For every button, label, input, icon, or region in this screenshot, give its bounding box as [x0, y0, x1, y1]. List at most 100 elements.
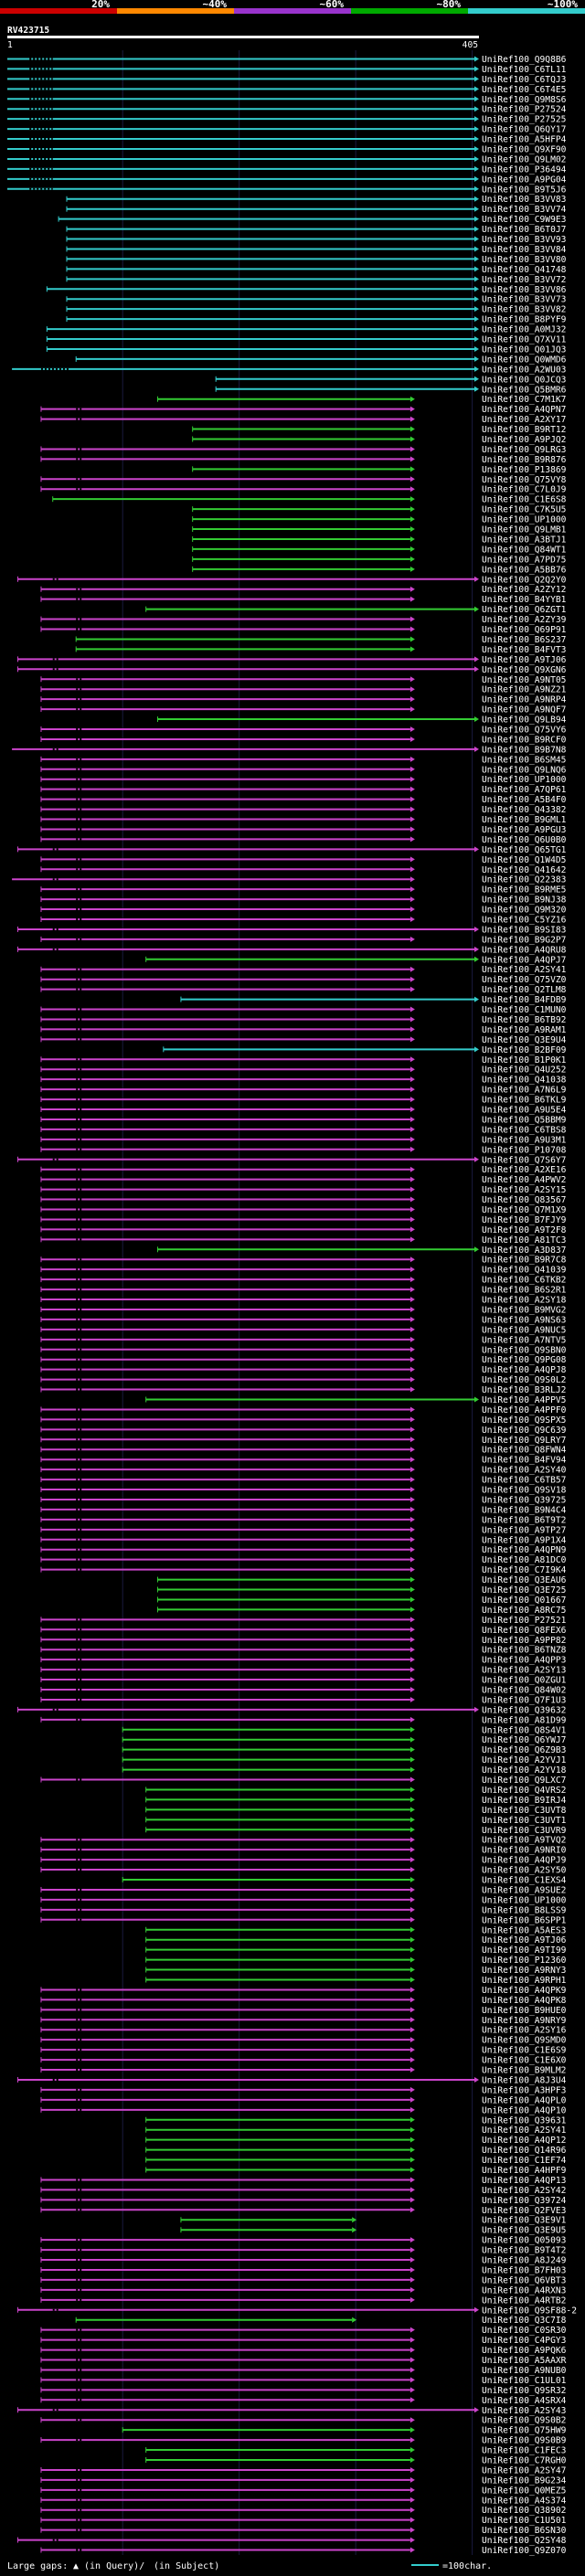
hit-row[interactable]: UniRef100_B9NJ38 [40, 896, 567, 906]
hit-label[interactable]: UniRef100_Q5BMR6 [482, 385, 567, 395]
hit-label[interactable]: UniRef100_A9RNY3 [482, 1966, 567, 1976]
hit-row[interactable]: UniRef100_C0SR30 [40, 2326, 567, 2336]
hit-label[interactable]: UniRef100_Q39725 [482, 1495, 566, 1505]
hit-row[interactable]: UniRef100_Q9M320 [40, 906, 567, 916]
hit-label[interactable]: UniRef100_Q75VZ0 [482, 975, 567, 985]
hit-label[interactable]: UniRef100_C6TBS8 [482, 1125, 567, 1135]
hit-row[interactable]: UniRef100_A4QPP3 [40, 1656, 567, 1666]
hit-row[interactable]: UniRef100_Q6VBT3 [40, 2275, 567, 2285]
hit-label[interactable]: UniRef100_A2SY47 [482, 2465, 567, 2475]
hit-row[interactable]: UniRef100_Q9XGN6 [16, 665, 567, 675]
hit-label[interactable]: UniRef100_B9N4C4 [482, 1505, 567, 1515]
hit-row[interactable]: UniRef100_Q9SMD0 [40, 2036, 567, 2046]
hit-label[interactable]: UniRef100_A0MJ32 [482, 325, 566, 335]
hit-row[interactable]: UniRef100_A9NRP4 [40, 695, 567, 705]
hit-label[interactable]: UniRef100_A2YV18 [482, 1765, 567, 1776]
hit-row[interactable]: UniRef100_A2SY47 [40, 2465, 567, 2475]
hit-label[interactable]: UniRef100_Q2TLM8 [482, 985, 567, 995]
hit-label[interactable]: UniRef100_B3VV80 [482, 255, 567, 265]
hit-label[interactable]: UniRef100_Q9S0B9 [482, 2436, 567, 2446]
hit-row[interactable]: UniRef100_A2YVJ1 [122, 1755, 567, 1765]
hit-label[interactable]: UniRef100_Q65TG1 [482, 845, 567, 855]
hit-label[interactable]: UniRef100_B9B7N8 [482, 745, 567, 755]
hit-label[interactable]: UniRef100_A5B4F0 [482, 795, 567, 805]
hit-row[interactable]: UniRef100_A9NS63 [40, 1315, 567, 1325]
hit-row[interactable]: UniRef100_B9MVG2 [40, 1305, 566, 1315]
hit-row[interactable]: UniRef100_P27524 [7, 105, 567, 115]
hit-row[interactable]: UniRef100_A9TI99 [145, 1945, 567, 1956]
hit-row[interactable]: UniRef100_A4QPJ8 [40, 1365, 567, 1375]
hit-row[interactable]: UniRef100_A7QP61 [40, 785, 567, 795]
hit-row[interactable]: UniRef100_A9NZ21 [40, 685, 567, 695]
hit-row[interactable]: UniRef100_Q6ZGT1 [145, 605, 567, 615]
hit-label[interactable]: UniRef100_A2SY41 [482, 965, 567, 975]
hit-label[interactable]: UniRef100_Q3E9U4 [482, 1035, 567, 1045]
hit-row[interactable]: UniRef100_Q7S6Y7 [16, 1155, 567, 1165]
hit-label[interactable]: UniRef100_Q2FVE3 [482, 2206, 567, 2216]
hit-label[interactable]: UniRef100_Q22383 [482, 875, 567, 885]
hit-label[interactable]: UniRef100_A9NS63 [482, 1315, 567, 1325]
hit-label[interactable]: UniRef100_A9TP27 [482, 1525, 567, 1535]
hit-row[interactable]: UniRef100_B9R7C8 [40, 1256, 567, 1266]
hit-row[interactable]: UniRef100_A2SY18 [40, 1296, 567, 1306]
hit-row[interactable]: UniRef100_A2SY16 [40, 2026, 567, 2036]
hit-label[interactable]: UniRef100_Q9M8S6 [482, 95, 567, 105]
hit-label[interactable]: UniRef100_B6T9T2 [482, 1515, 566, 1525]
hit-label[interactable]: UniRef100_A4RXN3 [482, 2285, 567, 2295]
hit-label[interactable]: UniRef100_C6TQJ3 [482, 75, 567, 85]
hit-label[interactable]: UniRef100_B4FV94 [482, 1456, 567, 1466]
hit-row[interactable]: UniRef100_B6S237 [75, 635, 567, 645]
hit-row[interactable]: UniRef100_B9MLM2 [40, 2066, 566, 2076]
hit-row[interactable]: UniRef100_Q9LNQ6 [40, 765, 567, 775]
hit-row[interactable]: UniRef100_A9TP27 [40, 1525, 567, 1535]
hit-row[interactable]: UniRef100_P36494 [7, 164, 567, 175]
hit-label[interactable]: UniRef100_A4QPJ8 [482, 1365, 567, 1375]
hit-label[interactable]: UniRef100_Q83567 [482, 1195, 567, 1205]
hit-row[interactable]: UniRef100_A9NT05 [40, 675, 566, 685]
hit-row[interactable]: UniRef100_A9NRY9 [40, 2016, 567, 2026]
hit-row[interactable]: UniRef100_Q8S4V1 [122, 1725, 567, 1735]
hit-row[interactable]: UniRef100_Q3E9U4 [40, 1035, 567, 1045]
hit-label[interactable]: UniRef100_C0SR30 [482, 2326, 567, 2336]
hit-label[interactable]: UniRef100_B9MLM2 [482, 2066, 566, 2076]
hit-label[interactable]: UniRef100_Q01JQ3 [482, 345, 567, 355]
hit-row[interactable]: UniRef100_Q9C639 [40, 1426, 567, 1436]
hit-label[interactable]: UniRef100_B4YYB1 [482, 595, 567, 605]
hit-row[interactable]: UniRef100_C1E6X0 [40, 2056, 567, 2066]
hit-row[interactable]: UniRef100_Q3E9V1 [180, 2216, 567, 2226]
hit-label[interactable]: UniRef100_A9NZ21 [482, 685, 567, 695]
hit-label[interactable]: UniRef100_A4RTB2 [482, 2295, 566, 2306]
hit-row[interactable]: UniRef100_Q9S0B2 [40, 2416, 566, 2426]
hit-row[interactable]: UniRef100_Q2FVE3 [40, 2206, 567, 2216]
hit-row[interactable]: UniRef100_P13869 [192, 465, 567, 475]
hit-label[interactable]: UniRef100_Q9PG08 [482, 1355, 567, 1365]
hit-label[interactable]: UniRef100_Q6YWJ7 [482, 1735, 567, 1745]
hit-label[interactable]: UniRef100_B3VV74 [482, 205, 567, 215]
hit-label[interactable]: UniRef100_A9NQF7 [482, 705, 567, 716]
hit-row[interactable]: UniRef100_A4QPL0 [40, 2095, 567, 2105]
hit-label[interactable]: UniRef100_B9HUE0 [482, 2006, 567, 2016]
hit-label[interactable]: UniRef100_A2SY50 [482, 1866, 567, 1876]
hit-label[interactable]: UniRef100_Q9SV18 [482, 1486, 567, 1496]
hit-label[interactable]: UniRef100_B3RLJ2 [482, 1385, 566, 1395]
hit-row[interactable]: UniRef100_B9RME5 [40, 885, 566, 896]
hit-label[interactable]: UniRef100_B6S2R1 [482, 1286, 567, 1296]
hit-label[interactable]: UniRef100_B9G234 [482, 2475, 567, 2486]
hit-row[interactable]: UniRef100_Q39724 [40, 2196, 567, 2206]
hit-label[interactable]: UniRef100_A2SY15 [482, 1185, 566, 1195]
hit-row[interactable]: UniRef100_A9PQK6 [40, 2346, 567, 2356]
hit-row[interactable]: UniRef100_Q39632 [16, 1705, 566, 1715]
hit-label[interactable]: UniRef100_A5BB76 [482, 565, 567, 575]
hit-label[interactable]: UniRef100_C7M1K7 [482, 395, 567, 405]
hit-label[interactable]: UniRef100_B6TNZ8 [482, 1646, 567, 1656]
hit-label[interactable]: UniRef100_C7I9K4 [482, 1565, 567, 1575]
hit-label[interactable]: UniRef100_Q39724 [482, 2196, 567, 2206]
hit-label[interactable]: UniRef100_Q41038 [482, 1076, 567, 1086]
hit-label[interactable]: UniRef100_A5AES3 [482, 1925, 567, 1935]
hit-label[interactable]: UniRef100_A2XY17 [482, 415, 567, 425]
hit-row[interactable]: UniRef100_Q6Z9B3 [122, 1745, 567, 1755]
hit-row[interactable]: UniRef100_C6TBS8 [40, 1125, 567, 1135]
hit-label[interactable]: UniRef100_Q9S0L2 [482, 1375, 566, 1385]
hit-label[interactable]: UniRef100_A4S374 [482, 2496, 567, 2506]
hit-row[interactable]: UniRef100_Q75VY6 [40, 725, 567, 735]
